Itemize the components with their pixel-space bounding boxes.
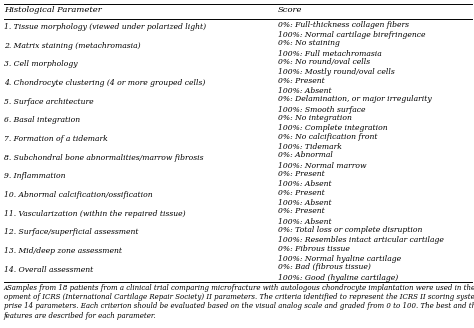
- Text: 0%: Delamination, or major irregularity: 0%: Delamination, or major irregularity: [278, 95, 431, 103]
- Text: 100%: Absent: 100%: Absent: [278, 217, 331, 226]
- Text: 0%: Fibrous tissue: 0%: Fibrous tissue: [278, 245, 349, 253]
- Text: 100%: Normal marrow: 100%: Normal marrow: [278, 162, 366, 170]
- Text: 0%: No calcification front: 0%: No calcification front: [278, 133, 377, 141]
- Text: 100%: Absent: 100%: Absent: [278, 87, 331, 95]
- Text: 100%: Resembles intact articular cartilage: 100%: Resembles intact articular cartila…: [278, 236, 443, 244]
- Text: 100%: Complete integration: 100%: Complete integration: [278, 124, 387, 132]
- Text: 0%: No round/oval cells: 0%: No round/oval cells: [278, 58, 370, 66]
- Text: Score: Score: [278, 6, 302, 14]
- Text: 0%: Bad (fibrous tissue): 0%: Bad (fibrous tissue): [278, 263, 370, 271]
- Text: 100%: Normal hyaline cartilage: 100%: Normal hyaline cartilage: [278, 255, 401, 263]
- Text: 0%: Total loss or complete disruption: 0%: Total loss or complete disruption: [278, 226, 422, 234]
- Text: 100%: Normal cartilage birefringence: 100%: Normal cartilage birefringence: [278, 31, 425, 39]
- Text: 0%: Abnormal: 0%: Abnormal: [278, 151, 332, 159]
- Text: 0%: Present: 0%: Present: [278, 170, 324, 178]
- Text: 7. Formation of a tidemark: 7. Formation of a tidemark: [4, 135, 108, 143]
- Text: 14. Overall assessment: 14. Overall assessment: [4, 266, 93, 274]
- Text: Histological Parameter: Histological Parameter: [4, 6, 101, 14]
- Text: features are described for each parameter.: features are described for each paramete…: [4, 312, 156, 319]
- Text: 0%: Present: 0%: Present: [278, 77, 324, 85]
- Text: 100%: Smooth surface: 100%: Smooth surface: [278, 106, 365, 113]
- Text: 0%: Present: 0%: Present: [278, 189, 324, 196]
- Text: 9. Inflammation: 9. Inflammation: [4, 173, 65, 180]
- Text: 0%: No integration: 0%: No integration: [278, 114, 351, 122]
- Text: 100%: Good (hyaline cartilage): 100%: Good (hyaline cartilage): [278, 274, 398, 281]
- Text: 13. Mid/deep zone assessment: 13. Mid/deep zone assessment: [4, 247, 122, 255]
- Text: 10. Abnormal calcification/ossification: 10. Abnormal calcification/ossification: [4, 191, 153, 199]
- Text: 12. Surface/superficial assessment: 12. Surface/superficial assessment: [4, 228, 138, 236]
- Text: opment of ICRS (International Cartilage Repair Society) II parameters. The crite: opment of ICRS (International Cartilage …: [4, 293, 474, 301]
- Text: 2. Matrix staining (metachromasia): 2. Matrix staining (metachromasia): [4, 42, 140, 50]
- Text: 100%: Absent: 100%: Absent: [278, 199, 331, 207]
- Text: 100%: Full metachromasia: 100%: Full metachromasia: [278, 50, 381, 58]
- Text: 100%: Tidemark: 100%: Tidemark: [278, 143, 341, 151]
- Text: 100%: Mostly round/oval cells: 100%: Mostly round/oval cells: [278, 68, 394, 76]
- Text: 5. Surface architecture: 5. Surface architecture: [4, 98, 93, 106]
- Text: 4. Chondrocyte clustering (4 or more grouped cells): 4. Chondrocyte clustering (4 or more gro…: [4, 79, 205, 87]
- Text: 8. Subchondral bone abnormalities/marrow fibrosis: 8. Subchondral bone abnormalities/marrow…: [4, 154, 203, 162]
- Text: 6. Basal integration: 6. Basal integration: [4, 116, 80, 124]
- Text: ᴀSamples from 18 patients from a clinical trial comparing microfracture with aut: ᴀSamples from 18 patients from a clinica…: [4, 283, 474, 292]
- Text: 3. Cell morphology: 3. Cell morphology: [4, 60, 77, 69]
- Text: 0%: No staining: 0%: No staining: [278, 39, 339, 47]
- Text: 1. Tissue morphology (viewed under polarized light): 1. Tissue morphology (viewed under polar…: [4, 23, 206, 31]
- Text: 0%: Full-thickness collagen fibers: 0%: Full-thickness collagen fibers: [278, 21, 409, 29]
- Text: 100%: Absent: 100%: Absent: [278, 180, 331, 188]
- Text: 0%: Present: 0%: Present: [278, 207, 324, 215]
- Text: prise 14 parameters. Each criterion should be evaluated based on the visual anal: prise 14 parameters. Each criterion shou…: [4, 302, 474, 310]
- Text: 11. Vascularization (within the repaired tissue): 11. Vascularization (within the repaired…: [4, 210, 185, 218]
